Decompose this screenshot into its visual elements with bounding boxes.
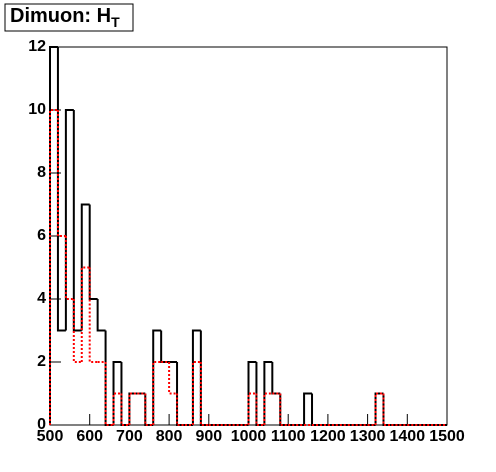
histogram-bin bbox=[279, 393, 289, 426]
histogram-bin bbox=[160, 330, 170, 363]
histogram-bin bbox=[144, 393, 154, 426]
histogram-bin bbox=[191, 329, 201, 425]
histogram-bin bbox=[64, 236, 74, 300]
title-subscript: T bbox=[111, 14, 120, 30]
histogram-bin bbox=[303, 392, 313, 425]
histogram-bin bbox=[255, 362, 265, 426]
histogram-bin bbox=[199, 362, 209, 426]
histogram-bin bbox=[152, 329, 162, 425]
x-tick-label: 1300 bbox=[350, 428, 386, 445]
histogram-bin bbox=[382, 393, 392, 426]
y-tick-label: 4 bbox=[37, 290, 46, 307]
histogram-bin bbox=[120, 362, 130, 426]
histogram-bin bbox=[56, 47, 66, 332]
histogram-bin bbox=[311, 393, 320, 426]
histogram-bin bbox=[199, 330, 209, 426]
histogram-bin bbox=[191, 361, 201, 425]
y-tick-label: 12 bbox=[28, 38, 46, 55]
histogram-bin bbox=[255, 393, 265, 426]
histogram-bin bbox=[247, 392, 257, 425]
title-box bbox=[4, 3, 134, 32]
histogram-bin bbox=[104, 330, 114, 426]
histogram-bin bbox=[168, 362, 178, 395]
histogram-bin bbox=[64, 109, 74, 331]
histogram-bin bbox=[112, 392, 122, 425]
histogram-bin bbox=[271, 362, 281, 395]
x-tick-label: 900 bbox=[195, 428, 222, 445]
histogram-bin bbox=[374, 392, 384, 425]
histogram-bin bbox=[80, 266, 90, 362]
histogram-bin bbox=[128, 392, 138, 425]
histogram-bin bbox=[128, 392, 138, 425]
x-tick-label: 700 bbox=[116, 428, 143, 445]
histogram-bin bbox=[72, 299, 82, 363]
x-tick-label: 800 bbox=[156, 428, 183, 445]
histogram-bin bbox=[72, 110, 82, 332]
x-tick-label: 1200 bbox=[310, 428, 346, 445]
histogram-bin bbox=[88, 204, 98, 300]
title-text: Dimuon: H bbox=[10, 5, 111, 27]
histogram-bin bbox=[176, 362, 185, 426]
histogram-bin bbox=[88, 267, 98, 363]
y-tick-label: 8 bbox=[37, 164, 46, 181]
histogram-bin bbox=[152, 361, 162, 425]
x-tick-label: 500 bbox=[37, 428, 64, 445]
y-tick-label: 2 bbox=[37, 353, 46, 370]
histogram-bin bbox=[49, 109, 58, 425]
x-tick-label: 1000 bbox=[231, 428, 267, 445]
histogram-bin bbox=[104, 362, 114, 426]
histogram-bin bbox=[144, 393, 154, 426]
y-tick-label: 6 bbox=[37, 227, 46, 244]
histogram-bin bbox=[120, 393, 130, 426]
y-tick-label: 0 bbox=[37, 416, 46, 433]
histogram-bin bbox=[96, 299, 106, 332]
histogram-bin bbox=[279, 393, 289, 426]
x-tick-label: 600 bbox=[76, 428, 103, 445]
chart-title: Dimuon: HT bbox=[10, 5, 120, 29]
histogram-bin bbox=[263, 392, 273, 425]
histogram-bin bbox=[176, 393, 185, 426]
histogram-bin bbox=[374, 392, 384, 425]
histogram-bin bbox=[382, 393, 392, 426]
histogram-bin bbox=[56, 110, 66, 237]
x-tick-label: 1400 bbox=[390, 428, 426, 445]
y-tick-label: 10 bbox=[28, 101, 46, 118]
x-tick-label: 1500 bbox=[429, 428, 465, 445]
x-tick-label: 1100 bbox=[271, 428, 306, 445]
